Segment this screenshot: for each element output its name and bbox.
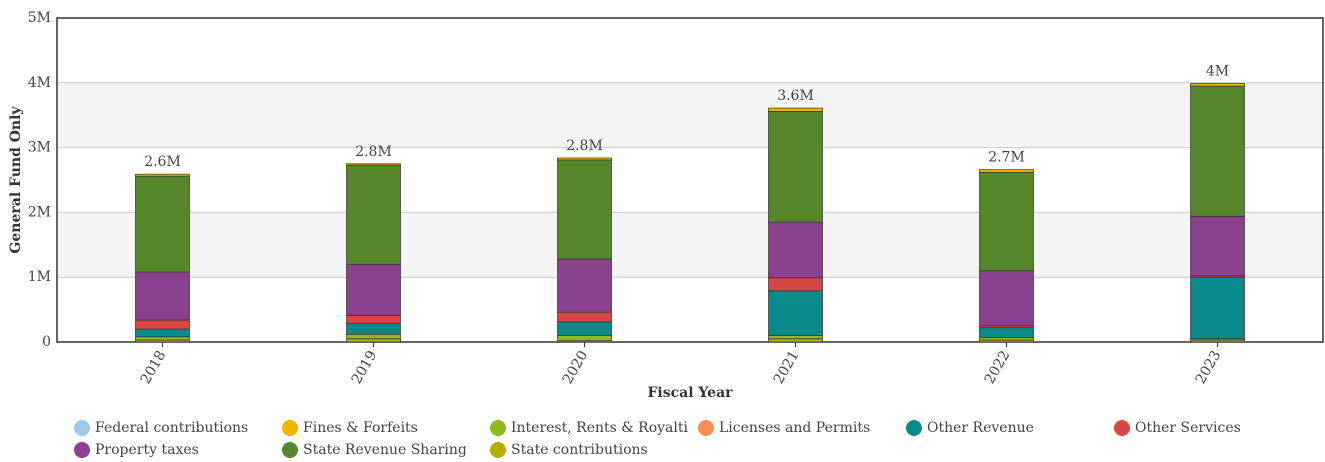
plot-border bbox=[56, 17, 1324, 343]
bar-segment bbox=[557, 321, 612, 336]
bar-segment bbox=[768, 277, 823, 292]
bar-segment bbox=[135, 173, 190, 177]
y-tick-label: 3M bbox=[28, 140, 51, 156]
total-label: 4M bbox=[1206, 63, 1229, 79]
y-tick-label: 4M bbox=[28, 75, 51, 91]
bar-segment bbox=[1190, 83, 1245, 87]
bar-segment bbox=[1190, 276, 1245, 340]
bar-segment bbox=[979, 171, 1034, 272]
bar-segment bbox=[346, 164, 401, 265]
y-axis-title: General Fund Only bbox=[8, 106, 24, 254]
bar-segment bbox=[1190, 85, 1245, 217]
legend-marker bbox=[74, 420, 90, 436]
legend-label: Other Revenue bbox=[927, 420, 1034, 436]
legend-marker bbox=[282, 420, 298, 436]
x-axis-title: Fiscal Year bbox=[647, 385, 733, 401]
x-tick-label: 2022 bbox=[982, 348, 1014, 387]
x-tick-label: 2018 bbox=[138, 348, 170, 387]
legend-label: Fines & Forfeits bbox=[303, 420, 418, 436]
x-tick-label: 2019 bbox=[349, 348, 381, 387]
total-label: 2.8M bbox=[566, 138, 603, 154]
legend-marker bbox=[490, 420, 506, 436]
bar-segment bbox=[979, 337, 1034, 341]
legend-marker bbox=[698, 420, 714, 436]
total-label: 2.7M bbox=[988, 150, 1025, 166]
total-label: 3.6M bbox=[777, 88, 814, 104]
bar-segment bbox=[346, 315, 401, 324]
bar-segment bbox=[135, 336, 190, 341]
x-tick-label: 2020 bbox=[560, 348, 592, 387]
bar-segment bbox=[768, 221, 823, 279]
legend-marker bbox=[906, 420, 922, 436]
bar-segment bbox=[979, 270, 1034, 327]
legend-label: Property taxes bbox=[95, 442, 199, 458]
bar-segment bbox=[557, 258, 612, 313]
bar-segment bbox=[557, 157, 612, 161]
legend-label: State Revenue Sharing bbox=[303, 442, 467, 458]
legend-label: State contributions bbox=[511, 442, 648, 458]
bar-segment bbox=[557, 159, 612, 260]
bar-segment bbox=[346, 322, 401, 335]
bar-segment bbox=[346, 338, 401, 343]
total-label: 2.6M bbox=[144, 154, 181, 170]
bar-segment bbox=[135, 175, 190, 273]
bar-segment bbox=[1190, 215, 1245, 277]
legend-marker bbox=[74, 442, 90, 458]
bar-segment bbox=[979, 169, 1034, 173]
bar-segment bbox=[346, 333, 401, 340]
legend-label: Licenses and Permits bbox=[719, 420, 870, 436]
legend-label: Federal contributions bbox=[95, 420, 248, 436]
legend-marker bbox=[282, 442, 298, 458]
y-tick-label: 5M bbox=[28, 10, 51, 26]
bar-segment bbox=[768, 290, 823, 336]
plot-band bbox=[57, 212, 1323, 278]
bar-segment bbox=[768, 110, 823, 223]
bar-segment bbox=[135, 271, 190, 321]
bar-segment bbox=[346, 163, 401, 166]
y-tick-label: 0 bbox=[42, 334, 51, 350]
bar-segment bbox=[135, 319, 190, 330]
bar-segment bbox=[557, 335, 612, 342]
bar-segment bbox=[135, 328, 190, 338]
x-tick-label: 2023 bbox=[1193, 348, 1225, 387]
bar-segment bbox=[346, 263, 401, 316]
bar-segment bbox=[557, 311, 612, 323]
bar-segment bbox=[768, 335, 823, 340]
x-tick-label: 2021 bbox=[771, 348, 803, 387]
y-tick-label: 2M bbox=[28, 204, 51, 220]
plot-band bbox=[57, 82, 1323, 148]
legend-label: Interest, Rents & Royalti bbox=[511, 420, 688, 436]
bar-segment bbox=[768, 338, 823, 343]
legend-marker bbox=[490, 442, 506, 458]
legend-label: Other Services bbox=[1135, 420, 1241, 436]
total-label: 2.8M bbox=[355, 144, 392, 160]
bar-segment bbox=[768, 107, 823, 112]
bar-segment bbox=[979, 327, 1034, 338]
legend-marker bbox=[1114, 420, 1130, 436]
y-tick-label: 1M bbox=[28, 269, 51, 285]
